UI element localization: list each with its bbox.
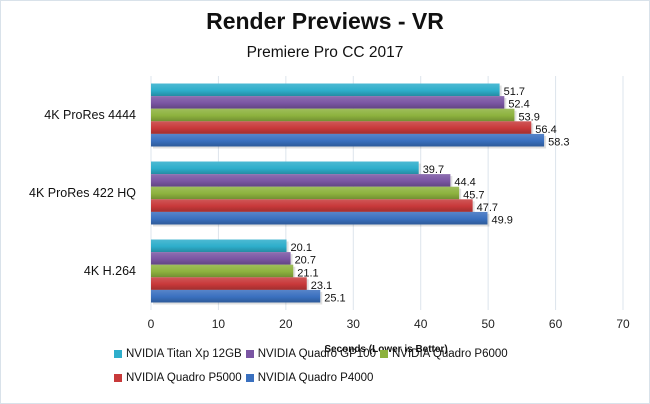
data-label: 20.1	[291, 242, 312, 254]
legend-swatch	[379, 350, 388, 358]
x-tick-label: 10	[212, 317, 226, 331]
data-label: 44.4	[454, 177, 475, 189]
data-label: 53.9	[518, 111, 539, 123]
x-tick-label: 0	[148, 317, 155, 331]
data-label: 58.3	[548, 137, 569, 149]
data-label: 39.7	[423, 164, 444, 176]
x-tick-label: 70	[616, 317, 630, 331]
x-tick-label: 50	[481, 317, 495, 331]
bar	[151, 174, 451, 187]
bar	[151, 186, 460, 200]
legend-item: NVIDIA Quadro P6000	[379, 348, 508, 360]
legend-label: NVIDIA Quadro P6000	[391, 348, 508, 360]
data-label: 45.7	[463, 189, 484, 201]
data-label: 23.1	[311, 280, 332, 292]
x-tick-label: 30	[347, 317, 361, 331]
legend-label: NVIDIA Quadro P5000	[126, 372, 242, 384]
category-label: 4K ProRes 422 HQ	[29, 186, 136, 200]
data-label: 20.7	[295, 255, 316, 267]
chart-subtitle: Premiere Pro CC 2017	[246, 44, 404, 61]
x-tick-label: 40	[414, 317, 428, 331]
bar	[151, 96, 505, 109]
legend-swatch	[114, 350, 122, 358]
x-tick-label: 60	[549, 317, 563, 331]
data-label: 56.4	[535, 124, 556, 136]
chart-title: Render Previews - VR	[206, 8, 444, 34]
bar	[151, 161, 419, 175]
bar	[151, 108, 515, 122]
x-axis-label: Seconds (Lower is Better)	[324, 344, 447, 355]
bar	[151, 133, 545, 147]
data-label: 21.1	[297, 267, 318, 279]
legend-swatch	[245, 374, 254, 382]
x-tick-label: 20	[279, 317, 293, 331]
legend-label: NVIDIA Quadro P4000	[257, 372, 374, 384]
data-label: 51.7	[504, 86, 525, 98]
bar	[151, 277, 307, 290]
legend-item: NVIDIA Quadro P5000	[114, 372, 242, 384]
bar	[151, 252, 291, 265]
data-label: 52.4	[508, 99, 529, 111]
legend-swatch	[114, 374, 122, 382]
legend-swatch	[245, 350, 254, 358]
legend-label: NVIDIA Quadro GP100	[257, 348, 376, 360]
bar	[151, 264, 294, 278]
legend-item: NVIDIA Titan Xp 12GB	[114, 348, 242, 360]
legend-label: NVIDIA Titan Xp 12GB	[126, 348, 242, 360]
bar	[151, 239, 287, 253]
bar	[151, 83, 500, 97]
bar	[151, 211, 488, 225]
data-label: 25.1	[324, 293, 345, 305]
data-label: 47.7	[477, 202, 498, 214]
data-label: 49.9	[491, 215, 512, 227]
bar	[151, 289, 321, 303]
category-label: 4K ProRes 4444	[44, 108, 136, 122]
bar	[151, 121, 532, 134]
legend-item: NVIDIA Quadro GP100	[245, 348, 376, 360]
legend-item: NVIDIA Quadro P4000	[245, 372, 374, 384]
category-label: 4K H.264	[84, 264, 136, 278]
bar	[151, 199, 473, 212]
